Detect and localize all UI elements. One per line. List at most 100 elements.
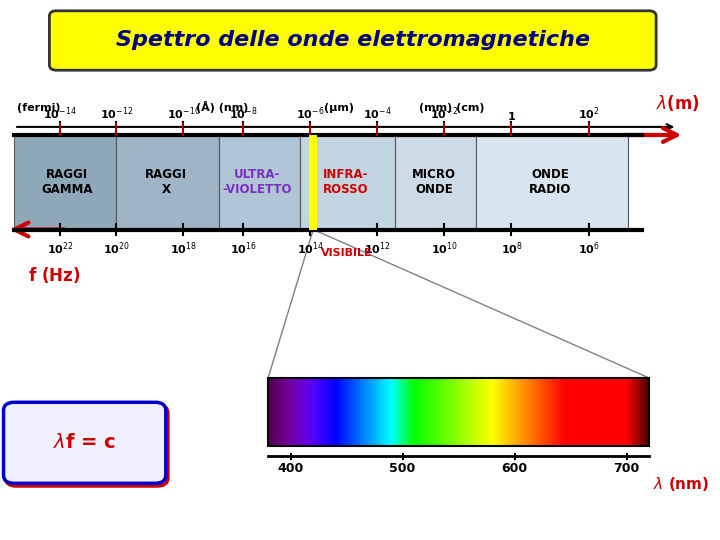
Bar	[438, 378, 439, 446]
Bar	[493, 378, 494, 446]
Bar	[573, 378, 574, 446]
Bar	[355, 378, 356, 446]
Bar	[614, 378, 615, 446]
Bar	[292, 378, 293, 446]
Bar	[548, 378, 549, 446]
Bar	[579, 378, 580, 446]
Bar	[575, 378, 576, 446]
Bar	[545, 378, 546, 446]
Bar	[516, 378, 517, 446]
Bar	[452, 378, 453, 446]
Bar	[595, 378, 597, 446]
Bar	[611, 378, 612, 446]
Bar	[359, 378, 361, 446]
Text: 10$^{20}$: 10$^{20}$	[103, 240, 130, 257]
Bar	[565, 378, 566, 446]
Bar	[429, 378, 430, 446]
Bar	[589, 378, 590, 446]
Bar	[598, 378, 600, 446]
Bar	[634, 378, 635, 446]
Text: (μm): (μm)	[324, 103, 354, 113]
Bar	[406, 378, 407, 446]
Bar	[411, 378, 412, 446]
Text: 400: 400	[277, 462, 304, 475]
Bar	[636, 378, 638, 446]
Bar	[274, 378, 275, 446]
Bar	[296, 378, 297, 446]
Bar	[14, 135, 117, 230]
Bar	[448, 378, 449, 446]
Bar	[318, 378, 320, 446]
Text: 10$^{10}$: 10$^{10}$	[431, 240, 458, 257]
Bar	[474, 378, 476, 446]
Bar	[412, 378, 413, 446]
Bar	[352, 378, 353, 446]
Bar	[326, 378, 327, 446]
Bar	[552, 378, 553, 446]
Bar	[335, 378, 336, 446]
Bar	[270, 378, 271, 446]
Bar	[551, 378, 552, 446]
Bar	[383, 378, 384, 446]
Bar	[325, 378, 326, 446]
Text: 700: 700	[613, 462, 640, 475]
Bar	[500, 378, 501, 446]
Bar	[541, 378, 542, 446]
Bar	[515, 378, 516, 446]
Text: $\lambda$(m): $\lambda$(m)	[656, 93, 700, 113]
Bar	[538, 378, 539, 446]
Bar	[308, 378, 309, 446]
Bar	[610, 378, 611, 446]
Bar	[468, 378, 469, 446]
Text: MICRO
ONDE: MICRO ONDE	[412, 168, 456, 196]
Bar	[370, 378, 371, 446]
Bar	[544, 378, 545, 446]
Bar	[291, 378, 292, 446]
Bar	[630, 378, 631, 446]
Bar	[606, 378, 607, 446]
Bar	[300, 378, 302, 446]
Bar	[395, 378, 396, 446]
Bar	[388, 378, 389, 446]
Bar	[613, 378, 614, 446]
Bar	[523, 378, 524, 446]
Bar	[403, 378, 405, 446]
Bar	[482, 378, 483, 446]
Text: 10$^{16}$: 10$^{16}$	[230, 240, 257, 257]
Bar	[439, 378, 441, 446]
Bar	[287, 378, 288, 446]
Bar	[353, 378, 354, 446]
Bar	[618, 378, 619, 446]
Bar	[354, 378, 355, 446]
Bar	[330, 378, 331, 446]
Bar	[297, 378, 299, 446]
Bar	[294, 378, 296, 446]
Bar	[348, 378, 349, 446]
Text: 1: 1	[508, 111, 516, 122]
Bar	[456, 378, 458, 446]
Bar	[445, 378, 446, 446]
Text: $\bf{f}$ (Hz): $\bf{f}$ (Hz)	[28, 265, 81, 285]
Bar	[568, 378, 569, 446]
Bar	[299, 378, 300, 446]
Bar	[282, 378, 284, 446]
Bar	[434, 378, 435, 446]
Text: (Å) (nm): (Å) (nm)	[196, 102, 248, 113]
Bar	[563, 378, 564, 446]
Bar	[496, 378, 497, 446]
Bar	[462, 378, 464, 446]
Bar	[625, 378, 626, 446]
Bar	[409, 378, 410, 446]
Bar	[473, 378, 474, 446]
Bar	[399, 378, 400, 446]
Bar	[453, 378, 454, 446]
Text: (mm) (cm): (mm) (cm)	[419, 103, 485, 113]
Bar	[570, 378, 571, 446]
Bar	[476, 378, 477, 446]
Bar	[476, 135, 628, 230]
Bar	[642, 378, 644, 446]
Bar	[632, 378, 633, 446]
Bar	[300, 135, 395, 230]
Bar	[441, 378, 442, 446]
Bar	[384, 378, 385, 446]
